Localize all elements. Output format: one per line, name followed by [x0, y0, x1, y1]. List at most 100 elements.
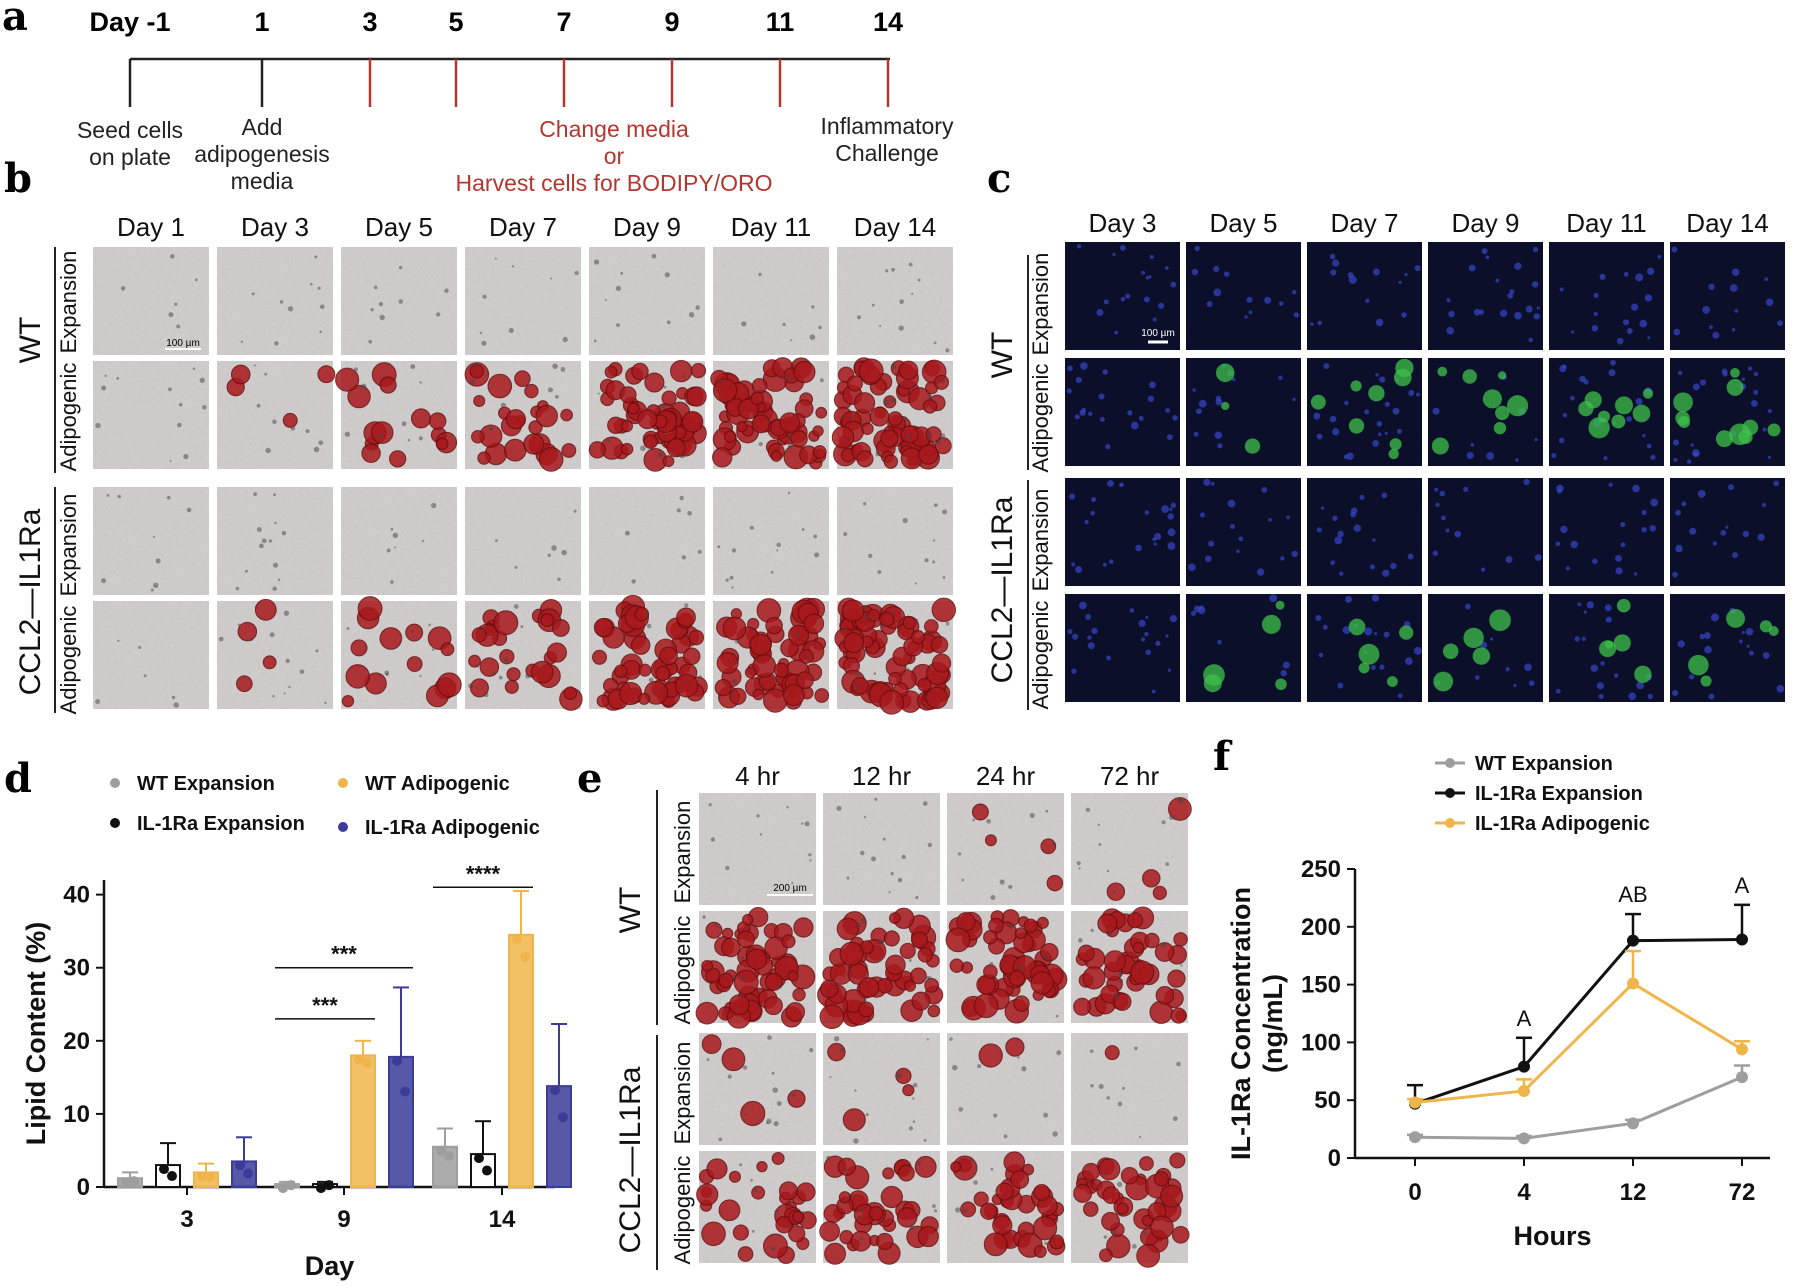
panel-c-tile-nucleus	[1615, 567, 1623, 575]
panel-b-tile-speck	[843, 531, 848, 537]
panel-b-tile-speck	[390, 580, 394, 584]
panel-c-tile-nucleus	[1697, 489, 1706, 498]
panel-c-tile-nucleus	[1672, 689, 1679, 697]
panel-b-tile-speck	[401, 421, 407, 427]
panel-c-tile-nucleus	[1076, 244, 1082, 249]
panel-c-tile-nucleus	[1454, 530, 1462, 538]
panel-e-tile-speck	[925, 975, 930, 980]
panel-b-tile-droplet	[688, 629, 705, 646]
panel-c-tile-nucleus	[1586, 601, 1594, 609]
panel-c-tile-lipid	[1431, 437, 1449, 455]
panel-b-tile-speck	[373, 285, 378, 290]
panel-e-tile-speck	[885, 942, 889, 946]
panel-e-tile-droplet	[836, 917, 860, 941]
panel-c-tile-nucleus	[1681, 501, 1687, 507]
panel-b-row-adipogenic-1: Adipogenic	[56, 363, 81, 472]
panel-b-tile-speck	[911, 292, 914, 296]
panel-b-tile	[93, 487, 209, 595]
panel-b-tile-speck	[264, 372, 268, 376]
panel-b-tile-droplet	[795, 671, 814, 690]
panel-e-tile-speck	[999, 879, 1005, 885]
panel-e-tile-droplet	[827, 1042, 846, 1062]
panel-c-tile-nucleus	[1203, 478, 1211, 486]
panel-c-tile-nucleus	[1765, 298, 1774, 307]
panel-b-tile-speck	[169, 459, 172, 462]
panel-b-tile-speck	[731, 679, 737, 684]
panel-b-tile-droplet	[729, 687, 747, 705]
panel-e-tile-droplet	[701, 1034, 722, 1055]
panel-b-tile-texture	[465, 247, 581, 355]
panel-e-tile-speck	[860, 1211, 864, 1214]
panel-b-tile-speck	[651, 253, 657, 259]
panel-c-tile-nucleus	[1514, 311, 1522, 320]
panel-e-tile-speck	[809, 1047, 814, 1053]
panel-c-tile-nucleus	[1129, 608, 1135, 613]
panel-c-tile-nucleus	[1372, 439, 1379, 447]
panel-b-tile-speck	[174, 302, 178, 306]
panel-b-tile-speck	[933, 503, 938, 507]
panel-c-tile-nucleus	[1536, 306, 1540, 310]
panel-e-tile-speck	[772, 1087, 779, 1093]
panel-b-tile-speck	[481, 628, 487, 633]
panel-b-tile	[93, 361, 209, 469]
panel-c-tile-nucleus	[1577, 602, 1582, 607]
panel-b-tile-speck	[769, 674, 772, 677]
panel-e-tile-speck	[776, 1101, 782, 1106]
panel-b-tile-speck	[660, 403, 666, 408]
panel-c-tile-nucleus	[1353, 524, 1361, 532]
panel-b-tile-speck	[718, 696, 721, 700]
panel-e-tile-speck	[777, 984, 783, 989]
panel-e-col-header: 12 hr	[852, 761, 912, 791]
panel-c-tile-nucleus	[1196, 408, 1202, 415]
panel-c-tile-lipid	[1578, 401, 1594, 417]
panel-c-tile-nucleus	[1642, 433, 1646, 438]
panel-e-row-labels: WT CCL2—IL1Ra Expansion Adipogenic Expan…	[614, 790, 695, 1270]
panel-b-tile-droplet	[341, 694, 355, 708]
d-x-axis-title: Day	[305, 1251, 355, 1281]
panel-c-tile-nucleus	[1432, 407, 1440, 415]
panel-e-tile-speck	[773, 1121, 779, 1127]
panel-b-tile-speck	[695, 305, 700, 310]
panel-c-tile-nucleus	[1370, 665, 1376, 671]
panel-e-group-ccl2: CCL2—IL1Ra	[614, 1066, 647, 1253]
panel-c-tile-nucleus	[1593, 311, 1598, 317]
panel-b-tile-speck	[790, 339, 793, 342]
panel-c-tile-nucleus	[1143, 296, 1150, 303]
panel-c-tile-nucleus	[1647, 267, 1655, 275]
panel-c-tile-nucleus	[1371, 594, 1380, 602]
panel-e-tile-droplet	[842, 1108, 866, 1132]
panel-c-tile-nucleus	[1074, 414, 1080, 420]
panel-b-tile-speck	[856, 315, 861, 320]
panel-b-tile-droplet	[410, 408, 432, 429]
d-point	[167, 1171, 177, 1182]
panel-e-tile-speck	[839, 1048, 845, 1053]
panel-c-tile-nucleus	[1381, 492, 1388, 499]
panel-b-tile-droplet	[637, 692, 651, 705]
panel-e-tile-droplet	[971, 803, 989, 821]
panel-c-tile	[1549, 478, 1664, 586]
panel-c-tile-nucleus	[1555, 688, 1561, 694]
panel-b-tile-speck	[926, 694, 930, 698]
panel-b-tile-texture	[217, 601, 333, 709]
panel-c-tile-nucleus	[1762, 427, 1767, 432]
panel-c-tile-nucleus	[1067, 629, 1073, 635]
panel-c-tile-nucleus	[1091, 496, 1097, 503]
d-legend-label: IL-1Ra Adipogenic	[365, 817, 540, 839]
panel-c-tile-nucleus	[1750, 399, 1758, 407]
panel-c-tile-nucleus	[1169, 615, 1177, 623]
panel-e-tile-speck	[1134, 1046, 1138, 1051]
panel-c-tile-nucleus	[1107, 480, 1114, 487]
panel-e-tile-droplet	[1169, 1152, 1186, 1169]
panel-b-tile-droplet	[812, 445, 827, 459]
add-label-3: media	[231, 168, 294, 194]
panel-e-tile-speck	[727, 1074, 732, 1079]
panel-b-image-grid: 100 µm	[93, 247, 957, 715]
panel-b-tile-speck	[274, 341, 279, 346]
panel-c-tile	[1186, 478, 1301, 586]
panel-b-tile	[217, 598, 333, 709]
panel-c-tile-lipid	[1768, 625, 1779, 636]
panel-e-tile-speck	[1161, 942, 1167, 948]
timeline-day-5: 9	[664, 7, 679, 37]
panel-e-tile-speck	[1118, 978, 1124, 984]
panel-c-tile-nucleus	[1332, 428, 1340, 436]
